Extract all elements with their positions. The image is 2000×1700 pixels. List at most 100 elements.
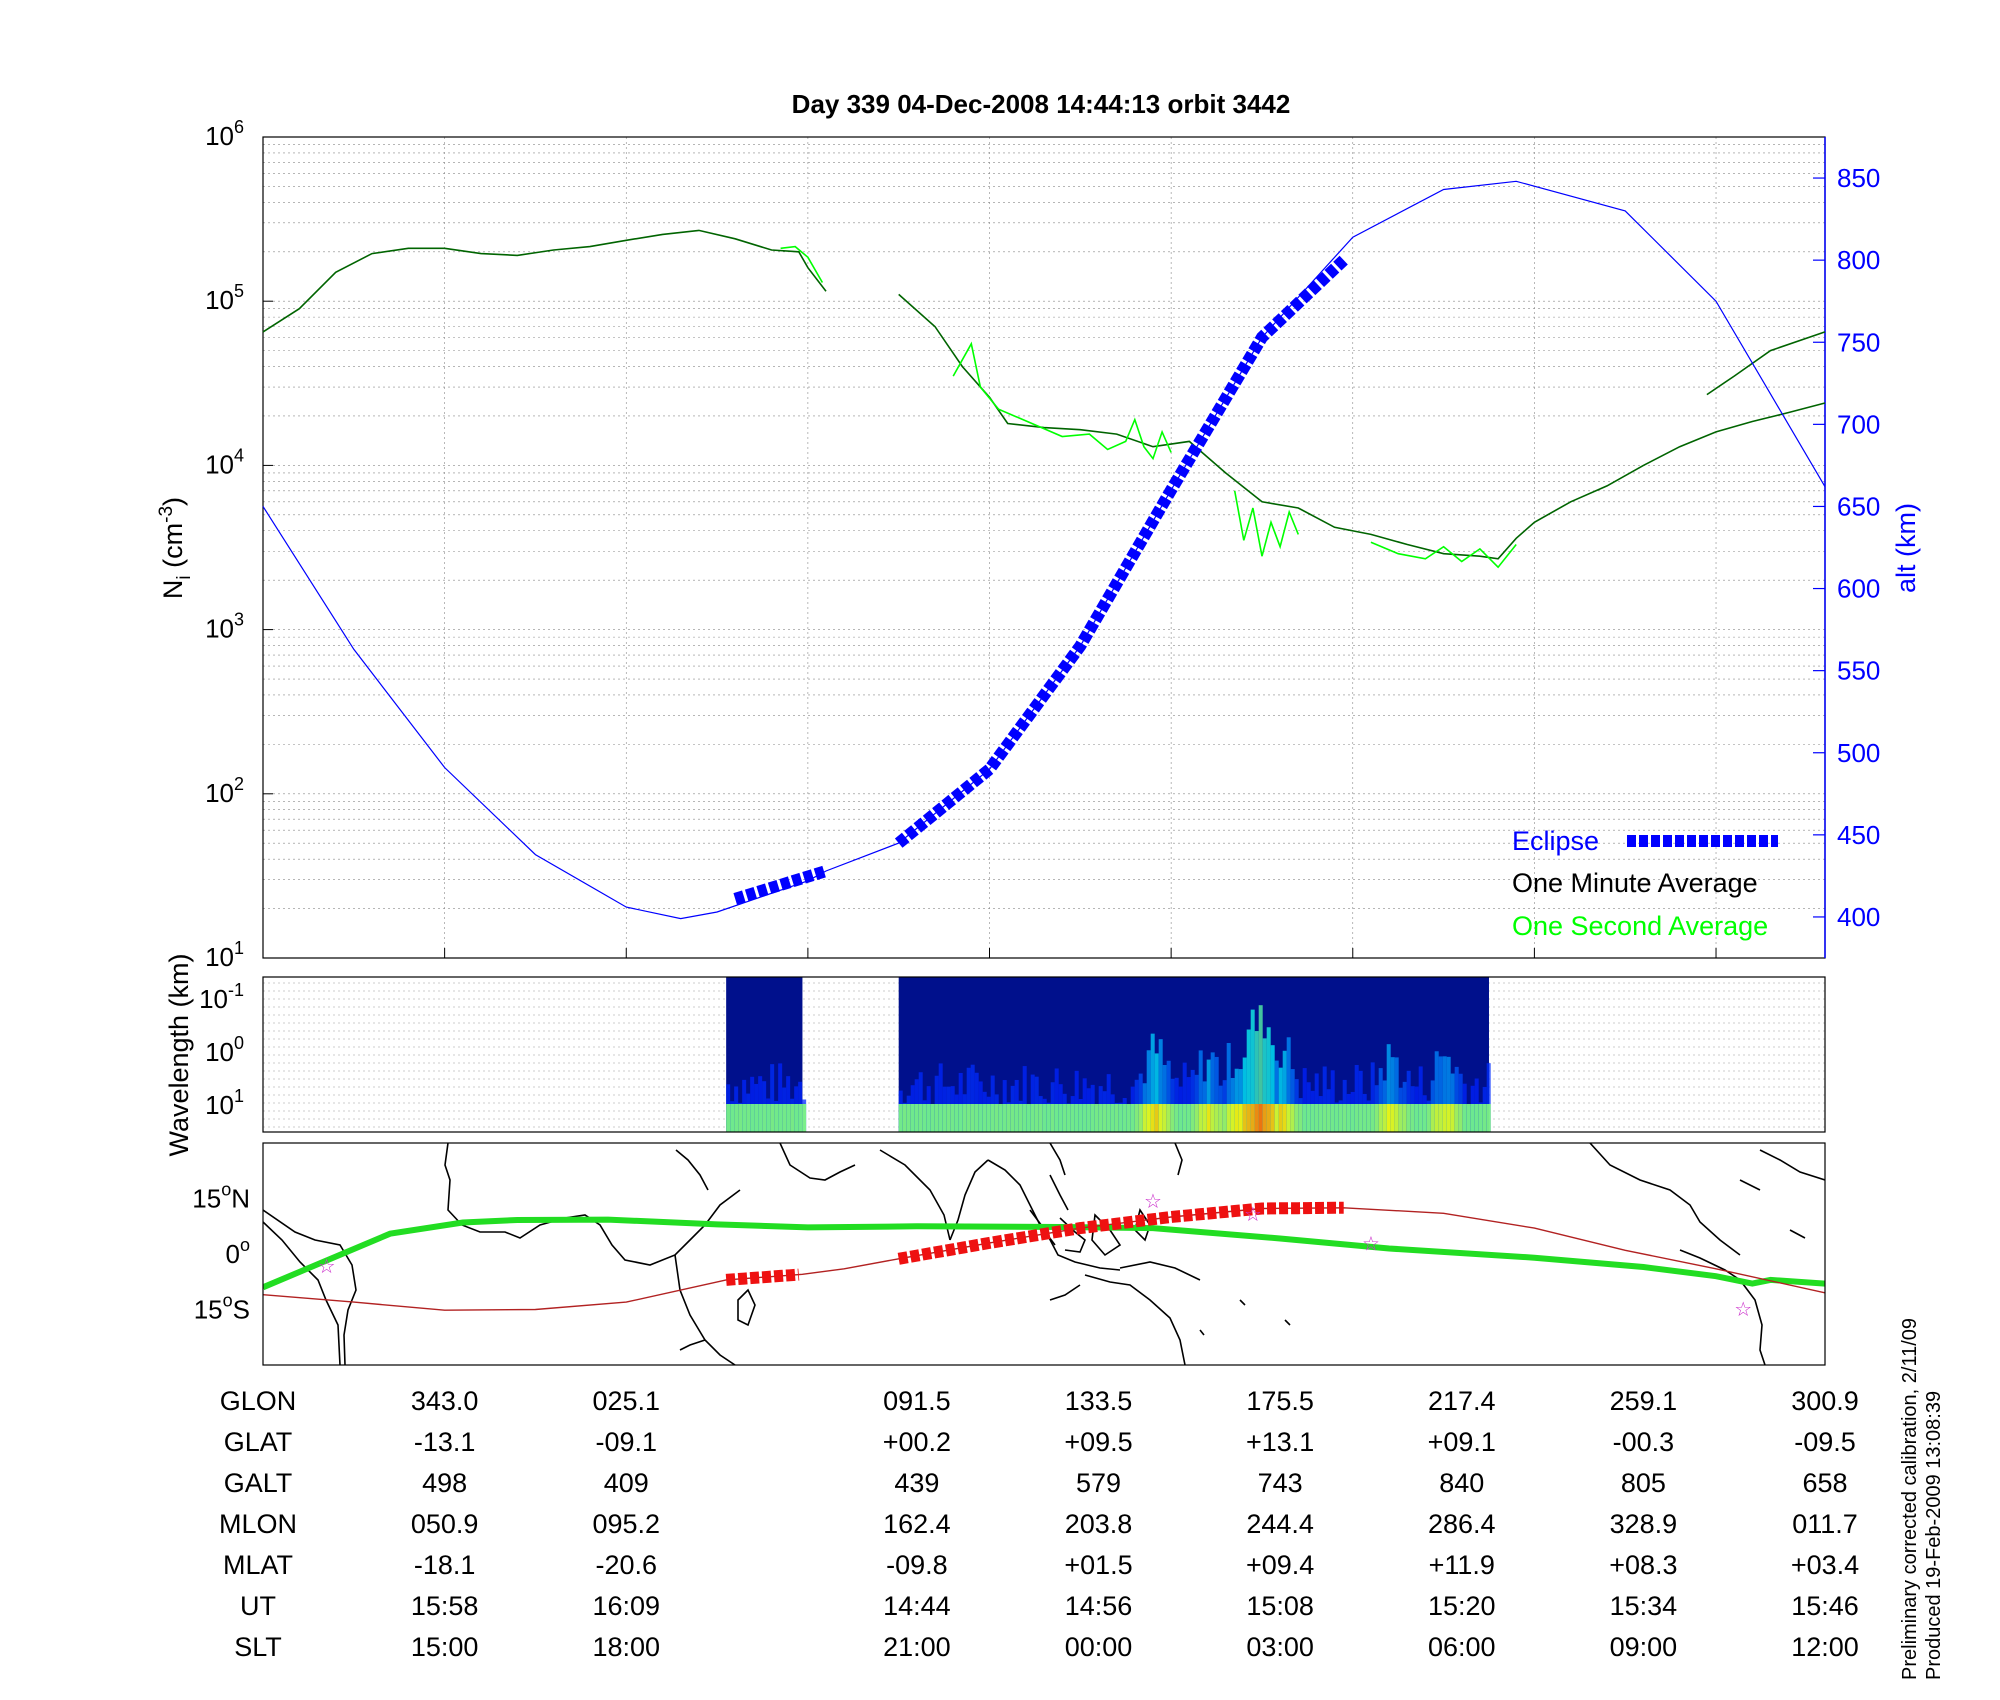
table-cell: 133.5 — [1065, 1386, 1133, 1416]
table-cell: 244.4 — [1246, 1509, 1314, 1539]
table-cell: 498 — [422, 1468, 467, 1498]
y2-tick-label: 400 — [1837, 902, 1880, 932]
spectrogram-base — [1298, 1104, 1303, 1132]
tick-base: 10 — [205, 1090, 234, 1120]
map-y-tick-label: 15oN — [192, 1180, 250, 1214]
spectrogram-base — [1294, 1104, 1299, 1132]
spectrogram-column — [1394, 1057, 1399, 1132]
spectrogram-base — [778, 1104, 783, 1132]
spectrogram-base — [1222, 1104, 1227, 1132]
spectrogram-column — [1270, 1045, 1275, 1132]
y2-tick-label: 800 — [1837, 245, 1880, 275]
spectrogram-base — [738, 1104, 743, 1132]
spectrogram-base — [1414, 1104, 1419, 1132]
spectrogram-base — [1446, 1104, 1451, 1132]
spectrogram-column — [1370, 1062, 1375, 1132]
one-second-line — [780, 245, 824, 283]
row-label-mlon: MLON — [219, 1509, 297, 1539]
spectrogram-base — [898, 1104, 903, 1132]
spectrogram-base — [1302, 1104, 1307, 1132]
spectrogram-base — [1242, 1104, 1247, 1132]
spectrogram-base — [754, 1104, 759, 1132]
table-cell: -09.8 — [886, 1550, 948, 1580]
spectrogram-column — [1150, 1033, 1155, 1132]
chart-title: Day 339 04-Dec-2008 14:44:13 orbit 3442 — [792, 89, 1291, 119]
table-cell: +13.1 — [1246, 1427, 1314, 1457]
left-axis-label: Ni (cm-3) — [156, 497, 195, 599]
spectrogram-base — [1218, 1104, 1223, 1132]
one-minute-line — [898, 293, 1826, 560]
y-tick-label: 105 — [205, 281, 244, 315]
table-cell: 217.4 — [1428, 1386, 1496, 1416]
spectrogram-base — [1162, 1104, 1167, 1132]
star-marker: ☆ — [318, 1256, 336, 1278]
spectrogram-base — [1326, 1104, 1331, 1132]
spectrogram-base — [994, 1104, 999, 1132]
spectrogram-base — [1114, 1104, 1119, 1132]
table-cell: +09.1 — [1428, 1427, 1496, 1457]
table-cell: 09:00 — [1610, 1632, 1678, 1662]
spectrogram-base — [766, 1104, 771, 1132]
y2-tick-label: 700 — [1837, 409, 1880, 439]
spectrogram-column — [1406, 1070, 1411, 1132]
spectrogram-base — [1198, 1104, 1203, 1132]
y-tick-label: 102 — [205, 774, 244, 808]
spectrogram-base — [1194, 1104, 1199, 1132]
table-cell: -13.1 — [414, 1427, 476, 1457]
spectrogram-base — [1386, 1104, 1391, 1132]
y-tick-label: 106 — [205, 117, 244, 151]
altitude-line — [262, 180, 1826, 920]
produced-timestamp: Produced 19-Feb-2009 13:08:39 — [1923, 1391, 1945, 1680]
map-y-tick-label: 0o — [226, 1235, 250, 1269]
tick-exponent: 2 — [234, 774, 244, 794]
y2-tick-label: 750 — [1837, 327, 1880, 357]
spectrogram-column — [1266, 1027, 1271, 1132]
spectrogram-base — [1010, 1104, 1015, 1132]
spectrogram-base — [802, 1104, 807, 1132]
tick-exponent: 5 — [234, 281, 244, 301]
eclipse-segment — [894, 255, 1348, 848]
tick-base: 10 — [205, 285, 234, 315]
spectrogram-base — [938, 1104, 943, 1132]
spectrogram-base — [1154, 1104, 1159, 1132]
spectrogram-base — [1430, 1104, 1435, 1132]
spectrogram-base — [1406, 1104, 1411, 1132]
table-cell: 203.8 — [1065, 1509, 1133, 1539]
spectrogram-column — [1246, 1029, 1251, 1132]
table-cell: 091.5 — [883, 1386, 951, 1416]
row-label-galt: GALT — [224, 1468, 293, 1498]
table-cell: +09.4 — [1246, 1550, 1314, 1580]
spectrogram-column — [1274, 1060, 1279, 1132]
tick-exponent: 3 — [234, 610, 244, 630]
y2-tick-label: 500 — [1837, 738, 1880, 768]
spectrogram-base — [1410, 1104, 1415, 1132]
spectrogram-base — [930, 1104, 935, 1132]
spectrogram-base — [966, 1104, 971, 1132]
spectrogram-column — [1226, 1042, 1231, 1132]
table-cell: 286.4 — [1428, 1509, 1496, 1539]
spectrogram-base — [1062, 1104, 1067, 1132]
tick-base: 10 — [205, 942, 234, 972]
table-cell: -09.5 — [1794, 1427, 1856, 1457]
spectrogram-column — [1354, 1064, 1359, 1132]
table-cell: 16:09 — [592, 1591, 660, 1621]
spectrogram-base — [1358, 1104, 1363, 1132]
spectrogram-base — [782, 1104, 787, 1132]
table-cell: 095.2 — [592, 1509, 660, 1539]
spectrogram-base — [1126, 1104, 1131, 1132]
table-cell: 658 — [1802, 1468, 1847, 1498]
world-coastline — [263, 1143, 1825, 1365]
spectrogram-base — [1102, 1104, 1107, 1132]
y2-tick-label: 450 — [1837, 820, 1880, 850]
spectrogram-base — [1054, 1104, 1059, 1132]
spectrogram-base — [750, 1104, 755, 1132]
spectrogram-base — [1330, 1104, 1335, 1132]
table-cell: +01.5 — [1064, 1550, 1132, 1580]
map-frame — [262, 1142, 1826, 1366]
spectrogram-base — [1378, 1104, 1383, 1132]
spectrogram-column — [918, 1072, 923, 1132]
table-cell: 328.9 — [1610, 1509, 1678, 1539]
spectrogram-base — [1310, 1104, 1315, 1132]
